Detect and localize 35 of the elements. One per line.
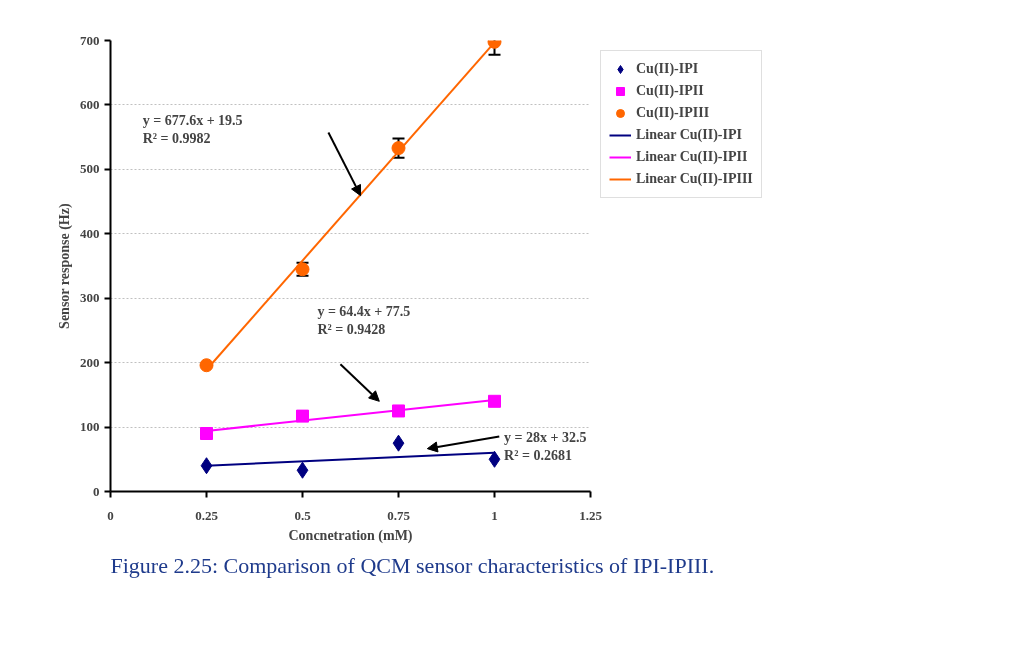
legend-label: Linear Cu(II)-IPI [636,127,742,143]
x-tick-label: 0 [107,507,114,523]
x-tick-label: 1 [491,507,498,523]
y-tick-label: 200 [80,354,100,370]
legend-label: Cu(II)-IPIII [636,105,710,121]
legend-label: Linear Cu(II)-IPIII [636,171,753,187]
legend-label: Linear Cu(II)-IPII [636,149,748,165]
point [392,434,405,452]
point [488,394,501,408]
y-tick-label: 0 [93,483,100,499]
y-tick-label: 300 [80,290,100,306]
point [296,461,309,479]
y-tick-label: 100 [80,419,100,435]
legend-label: Cu(II)-IPII [636,83,704,99]
point [392,404,405,418]
annotation: y = 677.6x + 19.5 R² = 0.9982 [142,112,243,146]
x-tick-label: 0.75 [387,507,411,523]
x-axis-title: Concnetration (mM) [288,527,413,544]
y-tick-label: 500 [80,161,100,177]
y-tick-label: 400 [80,225,100,241]
legend-label: Cu(II)-IPI [636,61,699,77]
y-tick-label: 600 [80,96,100,112]
y-tick-label: 700 [80,32,100,48]
x-tick-label: 0.5 [294,507,312,523]
x-tick-label: 0.25 [195,507,219,523]
annotation: y = 64.4x + 77.5 R² = 0.9428 [317,304,411,338]
point [200,427,213,441]
point [488,450,501,468]
x-tick-label: 1.25 [579,507,603,523]
point [200,457,213,475]
point [296,409,309,423]
annotation: y = 28x + 32.5 R² = 0.2681 [504,429,587,463]
caption: Figure 2.25: Comparison of QCM sensor characteristics of IPI-IPIII. [110,552,715,578]
point [199,358,214,373]
y-axis-title: Sensor response (Hz) [57,203,73,329]
